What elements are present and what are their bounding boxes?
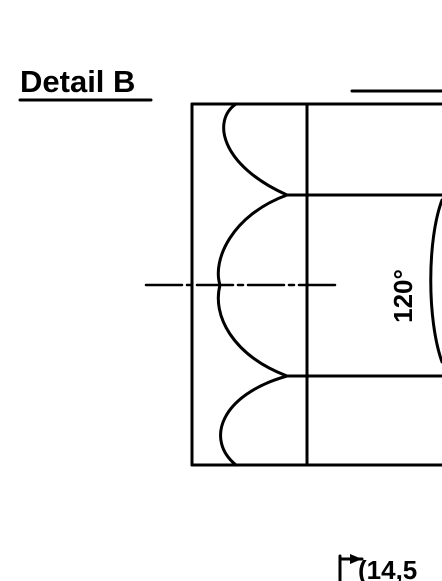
right-arc-partial <box>429 198 442 364</box>
detail-title: Detail B <box>20 64 135 99</box>
dimension-arrowhead <box>350 554 362 564</box>
angle-label: 120° <box>388 269 418 323</box>
dimension-label: (14,5 <box>358 555 417 581</box>
